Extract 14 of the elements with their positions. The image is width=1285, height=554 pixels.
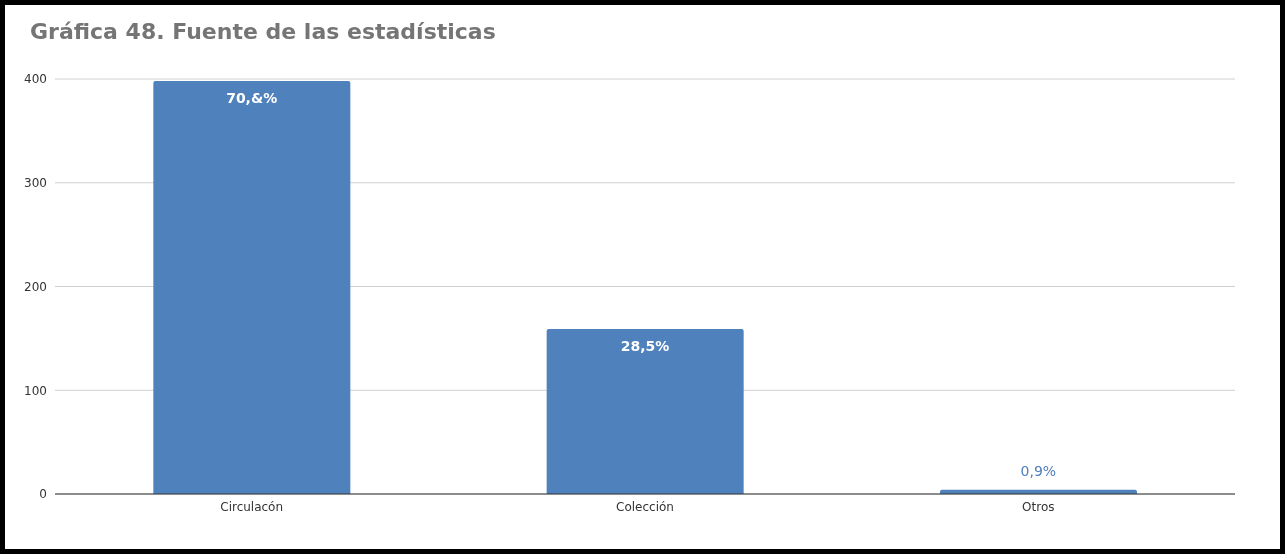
annotation: 70,&% — [226, 90, 278, 107]
annotation: 28,5% — [620, 338, 670, 355]
x-tick-label: Otros — [1022, 499, 1055, 514]
bar — [153, 81, 351, 494]
y-tick-label: 0 — [39, 487, 47, 502]
y-tick-label: 300 — [24, 176, 47, 191]
chart-title: Gráfica 48. Fuente de las estadísticas — [29, 18, 497, 46]
annotation: 0,9% — [1020, 462, 1057, 479]
bar — [546, 329, 744, 494]
x-tick-label: Circulacón — [220, 499, 284, 514]
x-tick-label: Colección — [616, 499, 674, 514]
y-tick-label: 200 — [24, 279, 47, 294]
y-tick-label: 100 — [24, 383, 47, 398]
y-tick-label: 400 — [24, 72, 47, 87]
